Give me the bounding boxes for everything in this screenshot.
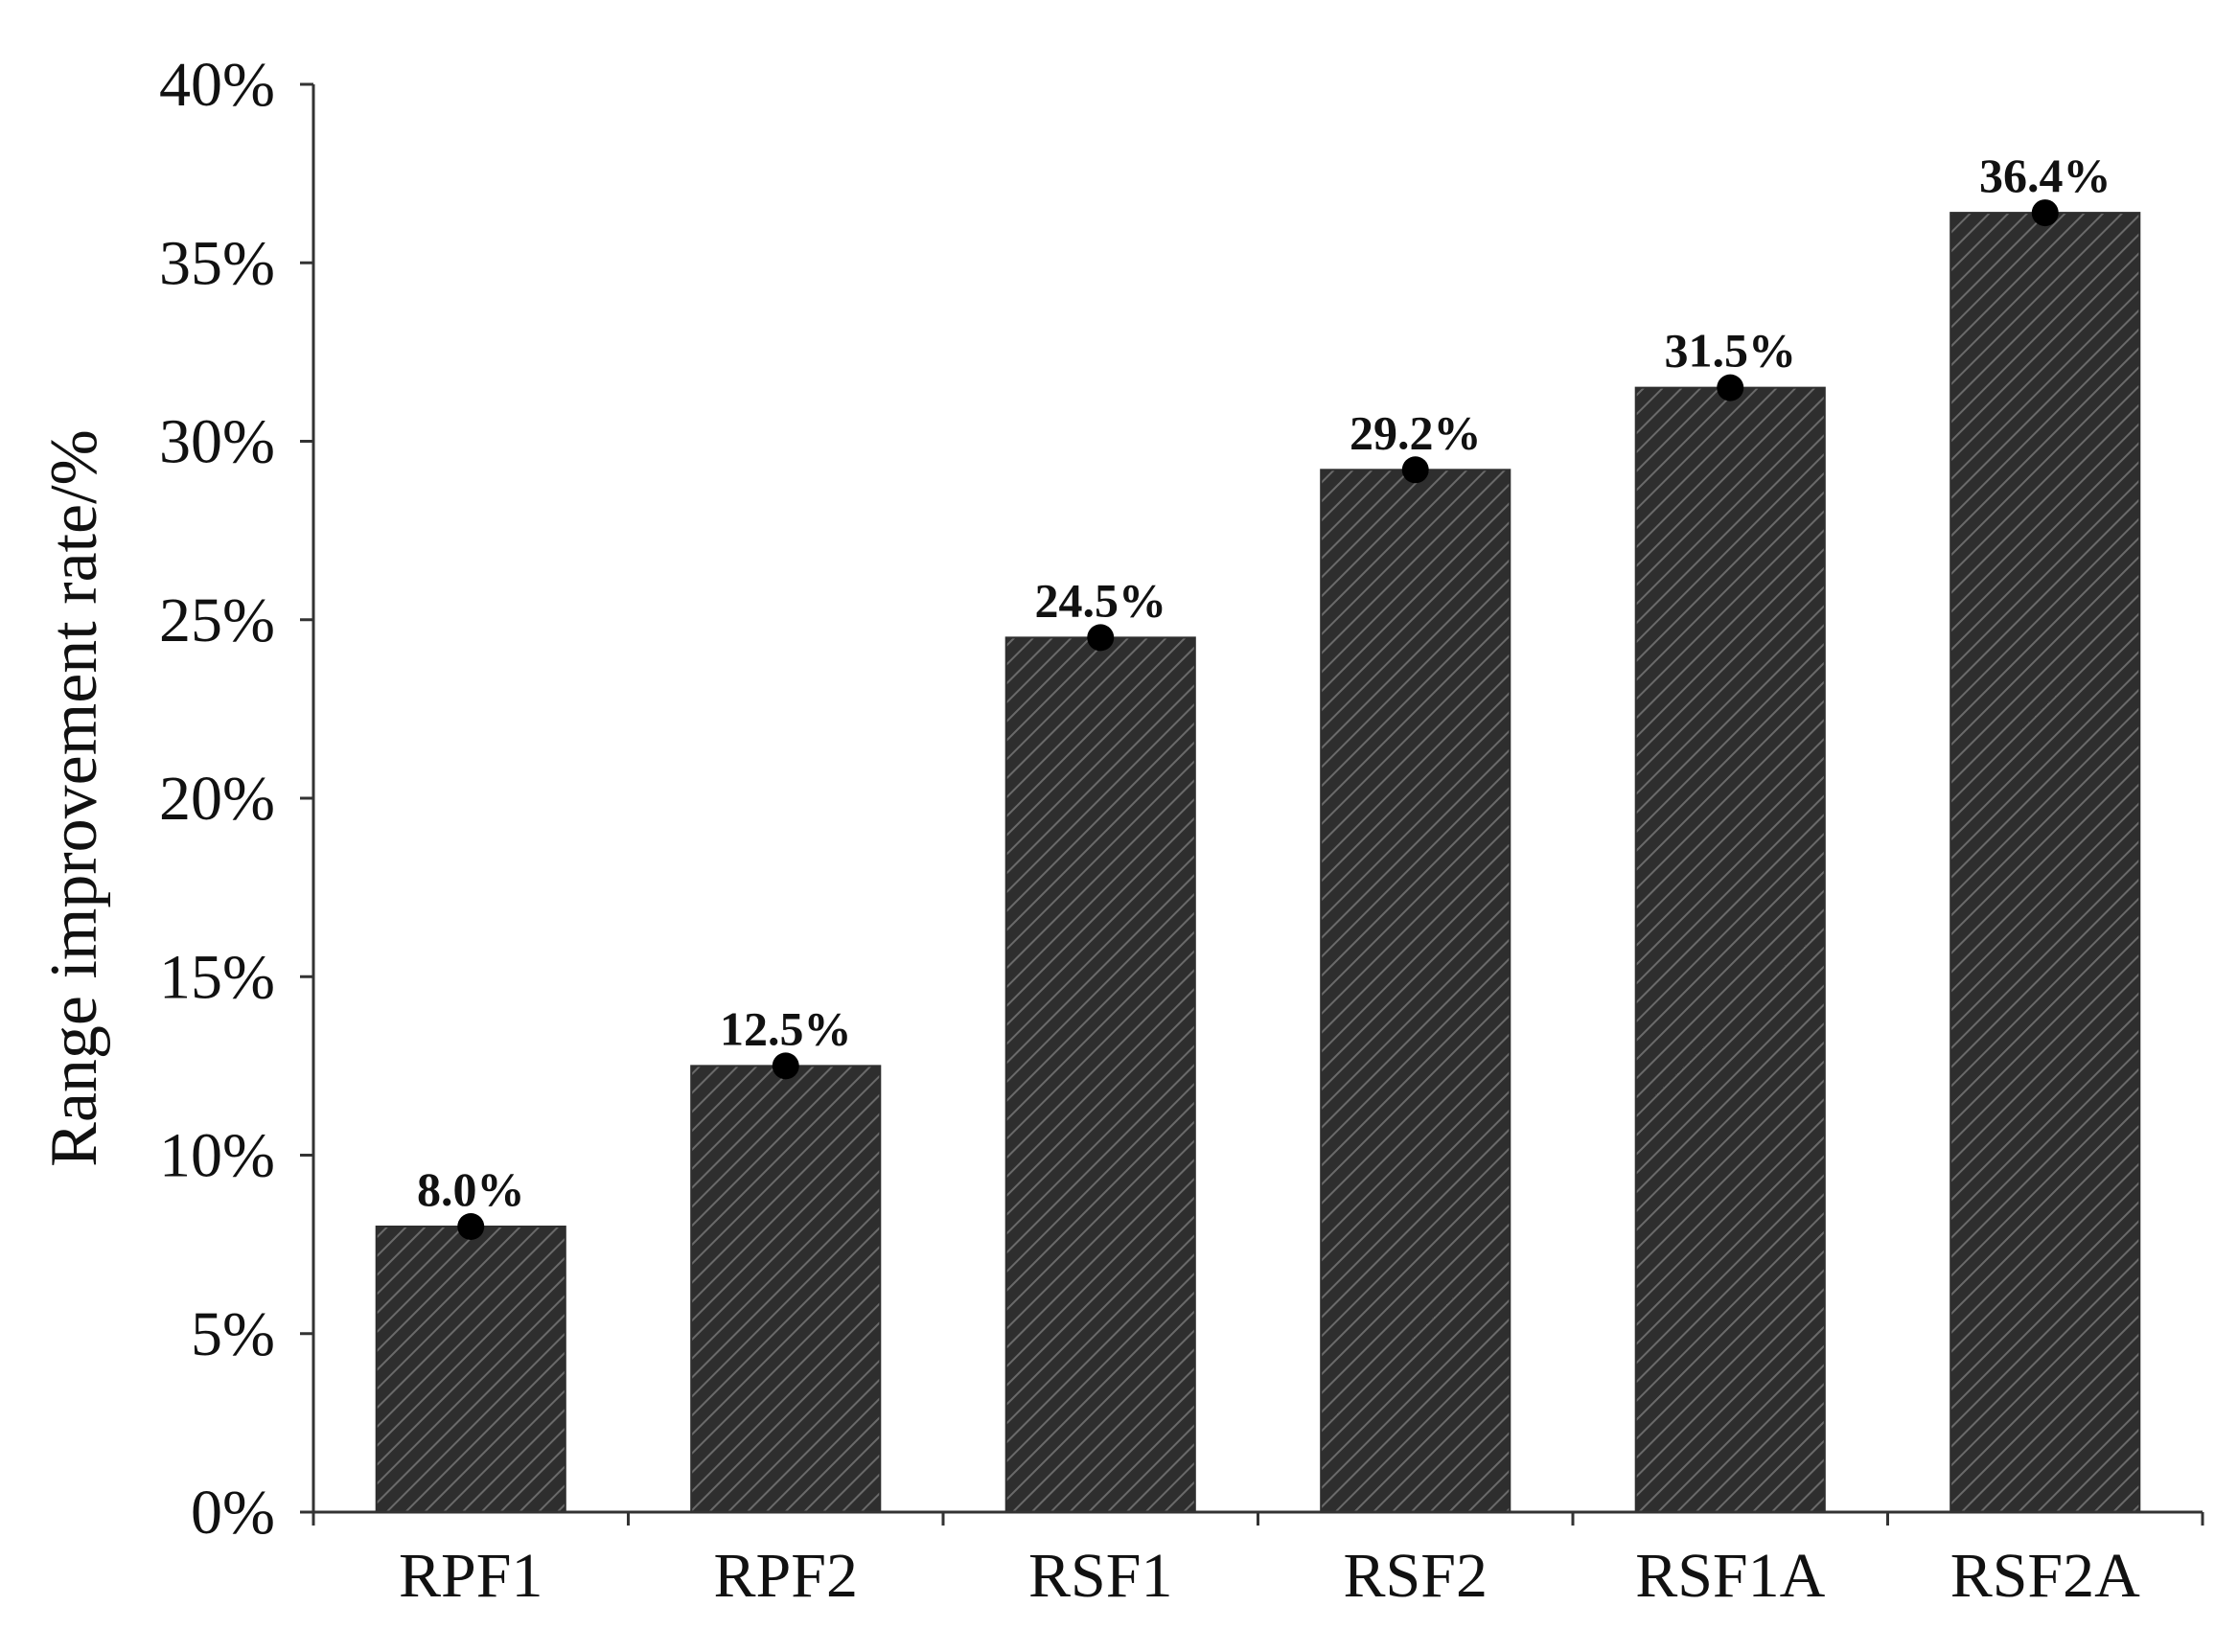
- y-tick-label: 30%: [159, 407, 275, 477]
- data-labels-group: 8.0% 12.5% 24.5% 29.2% 31.5% 36.4%: [417, 149, 2111, 1216]
- x-category-label: RPF1: [399, 1541, 542, 1611]
- x-category-label: RSF1A: [1635, 1541, 1825, 1611]
- bar-marker: [1401, 456, 1429, 484]
- y-tick-label: 15%: [159, 942, 275, 1012]
- data-label: 12.5%: [720, 1001, 852, 1055]
- bar-rpf1: [375, 1226, 566, 1513]
- data-label: 36.4%: [1979, 149, 2111, 202]
- data-label: 29.2%: [1350, 405, 1482, 459]
- x-category-label: RPF2: [714, 1541, 858, 1611]
- bar-marker: [772, 1052, 799, 1080]
- bars-group: [375, 212, 2141, 1514]
- bar-marker: [1087, 624, 1115, 652]
- data-label: 8.0%: [417, 1162, 525, 1216]
- y-tick-label: 20%: [159, 764, 275, 834]
- bar-rpf2: [690, 1065, 882, 1513]
- data-label: 24.5%: [1035, 573, 1167, 627]
- y-tick-label: 25%: [159, 585, 275, 655]
- x-category-label: RSF2: [1344, 1541, 1488, 1611]
- x-axis-ticks: RPF1 RPF2 RSF1 RSF2 RSF1A RSF2A: [311, 1512, 2204, 1611]
- y-tick-label: 10%: [159, 1121, 275, 1191]
- bar-rsf2: [1320, 469, 1511, 1513]
- y-axis-ticks: 0% 5% 10% 15% 20% 25% 30% 35% 40%: [159, 50, 313, 1548]
- y-tick-label: 5%: [191, 1299, 275, 1369]
- bar-marker: [1717, 374, 1744, 402]
- y-tick-label: 35%: [159, 228, 275, 298]
- bar-rsf2a: [1950, 212, 2141, 1514]
- markers-group: [457, 199, 2059, 1240]
- y-tick-label: 40%: [159, 50, 275, 120]
- y-tick-label: 0%: [191, 1478, 275, 1548]
- bar-rsf1a: [1634, 386, 1826, 1513]
- x-category-label: RSF1: [1028, 1541, 1172, 1611]
- bar-rsf1: [1004, 636, 1196, 1513]
- bar-marker: [2031, 199, 2059, 227]
- bar-marker: [457, 1213, 485, 1240]
- y-axis-title: Range improvement rate/%: [37, 429, 111, 1167]
- data-label: 31.5%: [1665, 324, 1797, 378]
- x-category-label: RSF2A: [1950, 1541, 2140, 1611]
